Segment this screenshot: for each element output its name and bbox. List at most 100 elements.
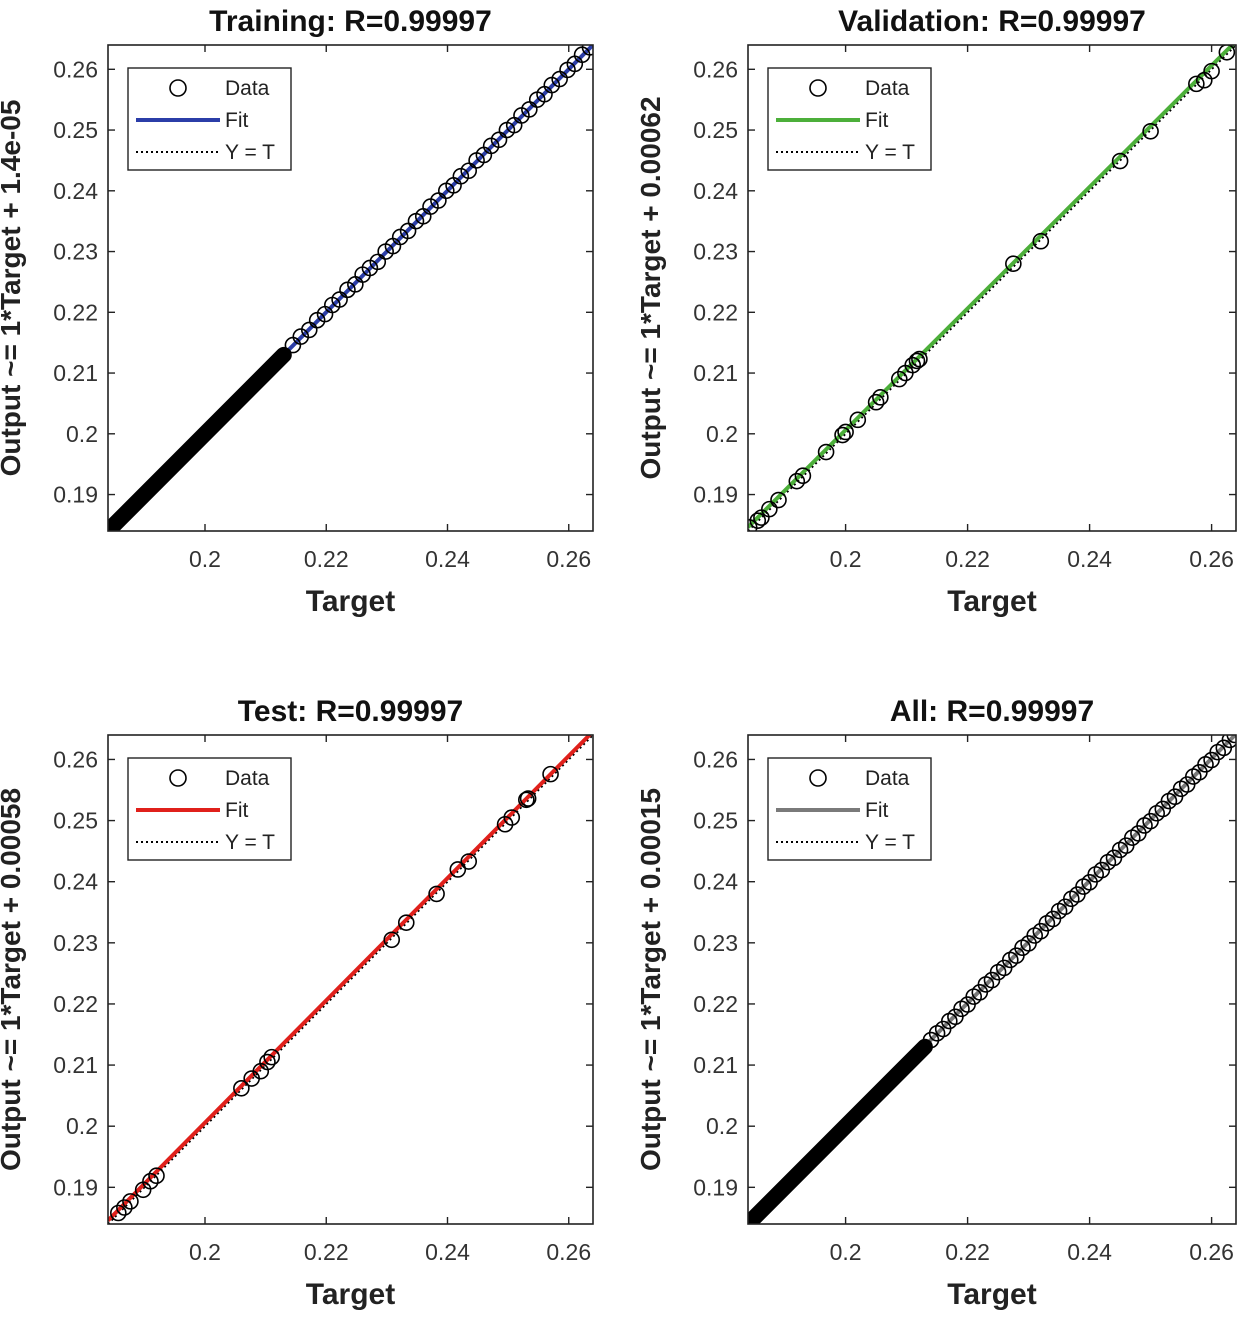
training-title: Training: R=0.99997 (209, 5, 492, 38)
training-axes-box (107, 44, 594, 532)
validation-axes-box (747, 44, 1237, 532)
test-data-point (383, 931, 401, 949)
validation-data-point (849, 411, 867, 429)
all-x-tick-label: 0.26 (1189, 1239, 1234, 1265)
test-x-tick-label: 0.22 (304, 1239, 349, 1265)
validation-data-point (1032, 232, 1050, 250)
all-y-tick-label: 0.23 (693, 930, 738, 956)
training-panel: 0.2 0.22 0.24 0.26 0.19 0.2 0.21 0.22 0.23 0.24 0.… (0, 5, 594, 618)
training-legend-data-marker (169, 79, 187, 97)
all-data-point (1221, 735, 1236, 749)
validation-y-tick-label: 0.24 (693, 178, 738, 204)
test-panel: 0.2 0.22 0.24 0.26 0.19 0.2 0.21 0.22 0.23 0.24 0.… (0, 695, 594, 1311)
validation-panel: 0.2 0.22 0.24 0.26 0.19 0.2 0.21 0.22 0.23 0.24 0.… (635, 5, 1237, 618)
all-y-tick-label: 0.24 (693, 869, 738, 895)
all-legend-identity-label: Y = T (865, 831, 915, 854)
test-data-point (142, 1172, 159, 1190)
training-dense-data-band (108, 346, 292, 531)
validation-y-tick-label: 0.23 (693, 239, 738, 265)
training-y-tick-label: 0.24 (53, 178, 98, 204)
validation-data-point (817, 443, 835, 461)
test-legend-data-marker (169, 769, 187, 787)
training-legend-fit-label: Fit (225, 109, 248, 132)
training-y-tick-label: 0.25 (53, 117, 98, 143)
training-y-axis-label: Output ~= 1*Target + 1.4e-05 (0, 100, 26, 477)
test-data-point (397, 914, 415, 931)
test-title: Test: R=0.99997 (238, 695, 463, 728)
validation-data-point (770, 491, 787, 509)
validation-data-point (1218, 45, 1236, 61)
validation-x-tick-label: 0.24 (1067, 546, 1112, 572)
validation-x-tick-label: 0.26 (1189, 546, 1234, 572)
training-data-point (581, 45, 593, 56)
validation-data-point (1111, 152, 1129, 170)
test-y-tick-label: 0.24 (53, 869, 98, 895)
test-y-tick-label: 0.25 (53, 808, 98, 834)
all-title: All: R=0.99997 (890, 695, 1094, 728)
validation-data-point (1203, 62, 1220, 80)
all-y-axis-label: Output ~= 1*Target + 0.00015 (635, 788, 666, 1171)
test-data-point (519, 790, 537, 807)
validation-data-layer (748, 45, 1236, 531)
validation-title: Validation: R=0.99997 (838, 5, 1146, 38)
test-fit-line (108, 735, 593, 1222)
validation-data-point (1188, 75, 1205, 93)
validation-y-tick-label: 0.26 (693, 56, 738, 82)
all-legend-data-label: Data (865, 767, 910, 790)
test-data-point (460, 853, 478, 870)
all-panel: 0.2 0.22 0.24 0.26 0.19 0.2 0.21 0.22 0.23 0.24 0.… (635, 695, 1237, 1311)
validation-data-point (837, 423, 854, 441)
test-data-point (449, 861, 467, 878)
all-y-tick-label: 0.22 (693, 991, 738, 1017)
validation-data-point (1142, 122, 1159, 140)
training-x-tick-label: 0.24 (425, 546, 470, 572)
validation-y-axis-label: Output ~= 1*Target + 0.00062 (635, 96, 666, 479)
test-y-tick-label: 0.19 (53, 1174, 98, 1200)
test-data-point (110, 1204, 127, 1222)
all-data-layer (748, 735, 1236, 1224)
test-legend-identity-label: Y = T (225, 831, 275, 854)
all-y-tick-label: 0.21 (693, 1052, 738, 1078)
validation-legend-fit-label: Fit (865, 109, 888, 132)
test-data-point (518, 791, 535, 809)
all-x-tick-label: 0.2 (830, 1239, 862, 1265)
all-y-tick-label: 0.26 (693, 746, 738, 772)
test-y-tick-label: 0.26 (53, 746, 98, 772)
test-x-tick-label: 0.26 (546, 1239, 591, 1265)
test-x-tick-label: 0.24 (425, 1239, 470, 1265)
validation-data-point (890, 370, 908, 388)
all-data-point (1226, 735, 1236, 744)
all-x-tick-label: 0.22 (945, 1239, 990, 1265)
test-data-point (233, 1080, 250, 1097)
training-x-tick-label: 0.2 (189, 546, 221, 572)
validation-y-tick-label: 0.21 (693, 360, 738, 386)
test-y-tick-label: 0.23 (53, 930, 98, 956)
test-data-point (259, 1053, 276, 1071)
all-legend-fit-label: Fit (865, 799, 888, 822)
all-dense-data-band (748, 1038, 933, 1224)
test-data-point (148, 1167, 165, 1185)
validation-x-tick-label: 0.22 (945, 546, 990, 572)
all-y-tick-label: 0.25 (693, 808, 738, 834)
test-axes-box (107, 734, 594, 1225)
validation-fit-line (748, 45, 1236, 529)
all-legend: Data Fit Y = T (767, 757, 932, 861)
test-data-point (542, 765, 559, 783)
test-x-axis-label: Target (306, 1278, 395, 1311)
validation-legend-data-label: Data (865, 77, 910, 100)
test-data-layer (108, 735, 593, 1224)
training-x-tick-label: 0.26 (546, 546, 591, 572)
validation-x-tick-label: 0.2 (830, 546, 862, 572)
training-y-tick-label: 0.21 (53, 360, 98, 386)
test-y-tick-label: 0.21 (53, 1052, 98, 1078)
test-y-axis-label: Output ~= 1*Target + 0.00058 (0, 788, 26, 1171)
training-y-tick-label: 0.23 (53, 239, 98, 265)
validation-x-axis-label: Target (947, 585, 1036, 618)
training-x-tick-label: 0.22 (304, 546, 349, 572)
test-legend-fit-label: Fit (225, 799, 248, 822)
all-legend-data-marker (809, 769, 827, 787)
training-y-tick-label: 0.2 (66, 421, 98, 447)
validation-data-point (794, 467, 812, 485)
validation-data-point (908, 352, 926, 370)
